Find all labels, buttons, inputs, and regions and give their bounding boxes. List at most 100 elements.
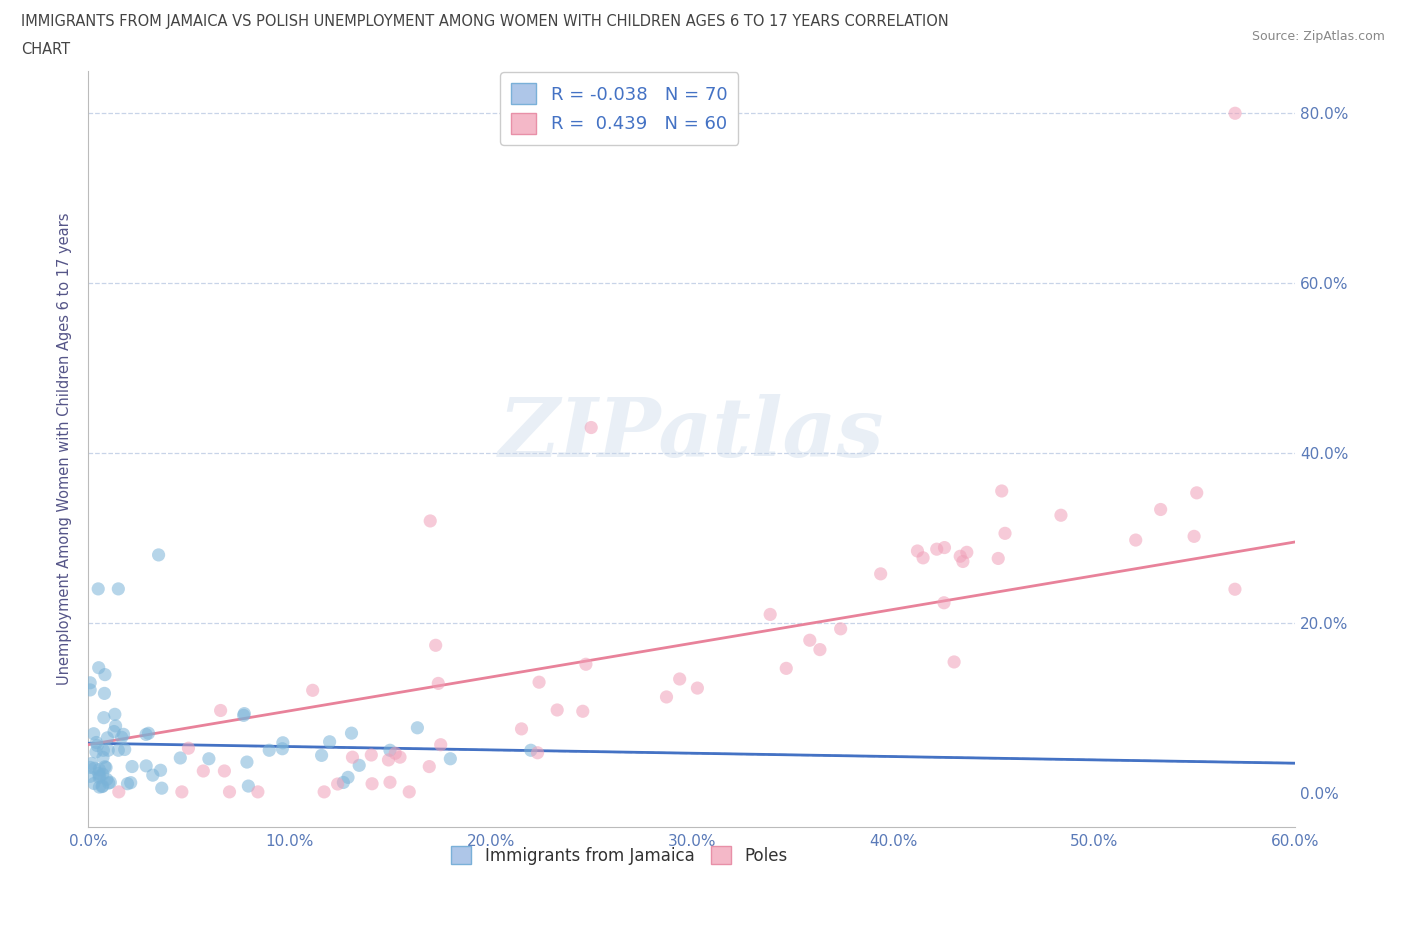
Point xyxy=(655,689,678,704)
Point xyxy=(526,745,548,760)
Point xyxy=(912,551,935,565)
Point xyxy=(419,513,441,528)
Point xyxy=(169,751,191,765)
Point xyxy=(1182,529,1205,544)
Point xyxy=(86,735,108,750)
Point xyxy=(1185,485,1208,500)
Point xyxy=(571,704,593,719)
Point xyxy=(150,781,173,796)
Point xyxy=(111,730,134,745)
Point xyxy=(952,554,974,569)
Point xyxy=(107,743,129,758)
Point xyxy=(337,770,360,785)
Point xyxy=(1223,582,1246,597)
Point xyxy=(91,779,114,794)
Point xyxy=(907,543,929,558)
Point xyxy=(301,683,323,698)
Point xyxy=(87,660,110,675)
Point xyxy=(89,762,111,777)
Point xyxy=(120,776,142,790)
Point xyxy=(87,581,110,596)
Point xyxy=(1149,502,1171,517)
Point xyxy=(94,760,117,775)
Point xyxy=(377,752,399,767)
Y-axis label: Unemployment Among Women with Children Ages 6 to 17 years: Unemployment Among Women with Children A… xyxy=(58,212,72,685)
Point xyxy=(238,778,260,793)
Point xyxy=(91,750,114,764)
Point xyxy=(759,607,782,622)
Point xyxy=(107,581,129,596)
Point xyxy=(360,748,382,763)
Point xyxy=(799,632,821,647)
Point xyxy=(103,724,125,739)
Point xyxy=(932,595,955,610)
Point xyxy=(117,777,139,791)
Point xyxy=(91,778,114,793)
Point xyxy=(177,741,200,756)
Point xyxy=(89,779,111,794)
Point xyxy=(87,766,110,781)
Text: Source: ZipAtlas.com: Source: ZipAtlas.com xyxy=(1251,30,1385,43)
Point xyxy=(994,525,1017,540)
Text: IMMIGRANTS FROM JAMAICA VS POLISH UNEMPLOYMENT AMONG WOMEN WITH CHILDREN AGES 6 : IMMIGRANTS FROM JAMAICA VS POLISH UNEMPL… xyxy=(21,14,949,29)
Point xyxy=(97,776,120,790)
Point xyxy=(1292,412,1315,427)
Point xyxy=(209,703,232,718)
Point xyxy=(135,727,157,742)
Point xyxy=(86,738,108,753)
Point xyxy=(79,675,101,690)
Point xyxy=(94,667,117,682)
Point xyxy=(340,725,363,740)
Point xyxy=(990,484,1012,498)
Point xyxy=(775,661,797,676)
Point xyxy=(425,638,447,653)
Point xyxy=(98,775,121,790)
Point xyxy=(271,741,294,756)
Point xyxy=(668,671,690,686)
Point xyxy=(418,759,440,774)
Point xyxy=(218,784,240,799)
Point xyxy=(943,655,966,670)
Point xyxy=(361,777,384,791)
Point xyxy=(956,545,979,560)
Point xyxy=(830,621,852,636)
Point xyxy=(108,784,131,799)
Point xyxy=(96,772,118,787)
Point xyxy=(97,743,120,758)
Point xyxy=(342,750,364,764)
Point xyxy=(84,745,107,760)
Point xyxy=(1050,508,1073,523)
Point xyxy=(114,742,136,757)
Point xyxy=(406,721,429,736)
Point xyxy=(949,549,972,564)
Point xyxy=(686,681,709,696)
Point xyxy=(579,420,602,435)
Point xyxy=(427,676,450,691)
Point xyxy=(236,754,259,769)
Point xyxy=(96,730,118,745)
Point xyxy=(104,707,127,722)
Point xyxy=(510,722,533,737)
Point xyxy=(91,766,114,781)
Point xyxy=(79,769,101,784)
Point xyxy=(575,657,598,671)
Point xyxy=(112,727,135,742)
Point xyxy=(93,686,115,701)
Point xyxy=(149,763,172,777)
Point xyxy=(384,746,406,761)
Point xyxy=(311,748,333,763)
Point xyxy=(934,540,956,555)
Point xyxy=(89,770,111,785)
Point xyxy=(869,566,891,581)
Legend: Immigrants from Jamaica, Poles: Immigrants from Jamaica, Poles xyxy=(444,840,794,871)
Point xyxy=(439,751,461,766)
Point xyxy=(987,551,1010,565)
Point xyxy=(520,743,543,758)
Point xyxy=(271,736,294,751)
Point xyxy=(233,706,256,721)
Point xyxy=(198,751,221,766)
Text: CHART: CHART xyxy=(21,42,70,57)
Point xyxy=(142,768,165,783)
Point xyxy=(378,775,401,790)
Point xyxy=(378,743,401,758)
